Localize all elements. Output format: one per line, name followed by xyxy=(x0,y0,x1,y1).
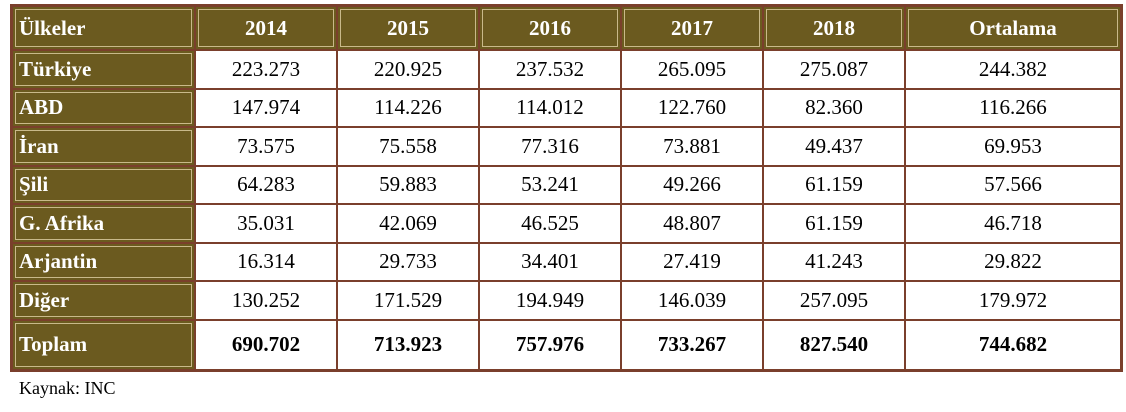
table-cell: 146.039 xyxy=(621,281,763,320)
table-row: Türkiye 223.273 220.925 237.532 265.095 … xyxy=(12,50,1121,89)
table-cell: 27.419 xyxy=(621,242,763,281)
table-cell: 237.532 xyxy=(479,50,621,89)
table-cell: 114.226 xyxy=(337,88,479,127)
table-cell: 73.881 xyxy=(621,127,763,166)
table-cell: 194.949 xyxy=(479,281,621,320)
row-country-label: İran xyxy=(12,127,195,166)
table-cell: 69.953 xyxy=(905,127,1121,166)
table-cell: 61.159 xyxy=(763,204,905,243)
table-cell: 114.012 xyxy=(479,88,621,127)
table-cell: 59.883 xyxy=(337,165,479,204)
header-average: Ortalama xyxy=(905,6,1121,50)
total-cell: 827.540 xyxy=(763,319,905,370)
total-cell: 744.682 xyxy=(905,319,1121,370)
table-cell: 275.087 xyxy=(763,50,905,89)
table-cell: 64.283 xyxy=(195,165,337,204)
table-row: ABD 147.974 114.226 114.012 122.760 82.3… xyxy=(12,88,1121,127)
header-year-2018: 2018 xyxy=(763,6,905,50)
table-cell: 73.575 xyxy=(195,127,337,166)
table-cell: 42.069 xyxy=(337,204,479,243)
table-cell: 75.558 xyxy=(337,127,479,166)
table-cell: 46.525 xyxy=(479,204,621,243)
total-label: Toplam xyxy=(12,319,195,370)
table-row: Şili 64.283 59.883 53.241 49.266 61.159 … xyxy=(12,165,1121,204)
production-table: Ülkeler 2014 2015 2016 2017 2018 Ortalam… xyxy=(10,4,1123,372)
table-cell: 223.273 xyxy=(195,50,337,89)
header-row: Ülkeler 2014 2015 2016 2017 2018 Ortalam… xyxy=(12,6,1121,50)
table-cell: 179.972 xyxy=(905,281,1121,320)
total-cell: 733.267 xyxy=(621,319,763,370)
table-cell: 48.807 xyxy=(621,204,763,243)
data-table-container: Ülkeler 2014 2015 2016 2017 2018 Ortalam… xyxy=(10,4,1123,372)
header-year-2017: 2017 xyxy=(621,6,763,50)
row-country-label: Arjantin xyxy=(12,242,195,281)
table-cell: 41.243 xyxy=(763,242,905,281)
row-country-label: Şili xyxy=(12,165,195,204)
table-cell: 220.925 xyxy=(337,50,479,89)
row-country-label: G. Afrika xyxy=(12,204,195,243)
table-row: Diğer 130.252 171.529 194.949 146.039 25… xyxy=(12,281,1121,320)
table-cell: 265.095 xyxy=(621,50,763,89)
table-cell: 53.241 xyxy=(479,165,621,204)
table-cell: 46.718 xyxy=(905,204,1121,243)
table-cell: 61.159 xyxy=(763,165,905,204)
header-year-2014: 2014 xyxy=(195,6,337,50)
row-country-label: Diğer xyxy=(12,281,195,320)
table-cell: 34.401 xyxy=(479,242,621,281)
table-cell: 171.529 xyxy=(337,281,479,320)
table-cell: 257.095 xyxy=(763,281,905,320)
table-cell: 122.760 xyxy=(621,88,763,127)
row-country-label: ABD xyxy=(12,88,195,127)
table-row: İran 73.575 75.558 77.316 73.881 49.437 … xyxy=(12,127,1121,166)
table-row: G. Afrika 35.031 42.069 46.525 48.807 61… xyxy=(12,204,1121,243)
table-row: Arjantin 16.314 29.733 34.401 27.419 41.… xyxy=(12,242,1121,281)
total-cell: 757.976 xyxy=(479,319,621,370)
table-cell: 35.031 xyxy=(195,204,337,243)
table-cell: 244.382 xyxy=(905,50,1121,89)
table-cell: 77.316 xyxy=(479,127,621,166)
table-cell: 130.252 xyxy=(195,281,337,320)
table-cell: 16.314 xyxy=(195,242,337,281)
table-cell: 29.822 xyxy=(905,242,1121,281)
source-note: Kaynak: INC xyxy=(19,378,116,398)
row-country-label: Türkiye xyxy=(12,50,195,89)
total-row: Toplam 690.702 713.923 757.976 733.267 8… xyxy=(12,319,1121,370)
header-year-2015: 2015 xyxy=(337,6,479,50)
header-year-2016: 2016 xyxy=(479,6,621,50)
total-cell: 690.702 xyxy=(195,319,337,370)
total-cell: 713.923 xyxy=(337,319,479,370)
header-countries: Ülkeler xyxy=(12,6,195,50)
table-cell: 49.266 xyxy=(621,165,763,204)
table-cell: 116.266 xyxy=(905,88,1121,127)
table-cell: 147.974 xyxy=(195,88,337,127)
table-cell: 82.360 xyxy=(763,88,905,127)
table-cell: 49.437 xyxy=(763,127,905,166)
table-cell: 57.566 xyxy=(905,165,1121,204)
table-cell: 29.733 xyxy=(337,242,479,281)
